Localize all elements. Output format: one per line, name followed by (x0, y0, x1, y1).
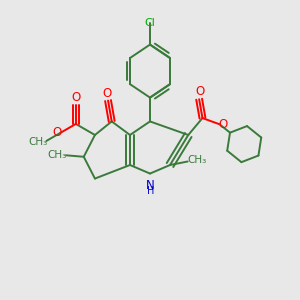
Text: CH₃: CH₃ (48, 150, 67, 160)
Text: CH₃: CH₃ (28, 137, 48, 147)
Text: H: H (147, 186, 154, 196)
Text: O: O (102, 87, 111, 100)
Text: O: O (52, 126, 62, 139)
Text: CH₃: CH₃ (187, 155, 206, 165)
Text: O: O (72, 91, 81, 104)
Text: O: O (195, 85, 204, 98)
Text: Cl: Cl (145, 18, 155, 28)
Text: O: O (218, 118, 227, 131)
Text: N: N (146, 179, 155, 192)
